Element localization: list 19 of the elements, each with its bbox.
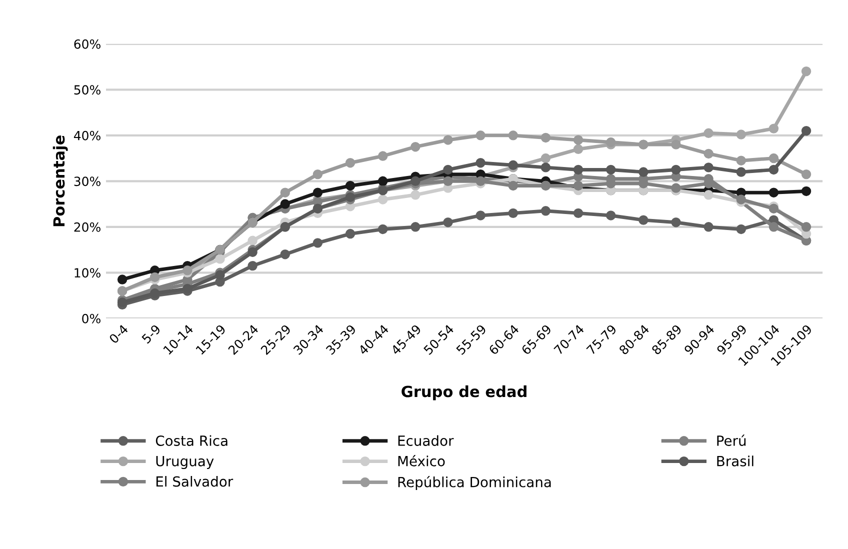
legend-label: México: [398, 455, 445, 466]
x-tick-label: 0-4: [108, 324, 129, 344]
y-axis-title: Porcentaje: [52, 136, 68, 226]
legend-label: República Dominicana: [398, 476, 551, 490]
y-tick-label: 10%: [74, 268, 100, 278]
legend-label: Perú: [717, 434, 746, 446]
legend-label: Ecuador: [398, 435, 454, 446]
x-tick-label: 5-9: [141, 324, 162, 344]
y-tick-label: 60%: [74, 39, 100, 49]
y-tick-label: 20%: [74, 222, 100, 232]
y-tick-label: 40%: [74, 130, 100, 140]
y-tick-label: 30%: [74, 176, 100, 186]
legend-label: Costa Rica: [156, 435, 228, 446]
legend-label: El Salvador: [156, 476, 234, 487]
legend-label: Brasil: [717, 456, 754, 466]
legend-label: Uruguay: [156, 456, 214, 470]
y-tick-label: 0%: [82, 314, 100, 324]
y-tick-label: 50%: [74, 85, 100, 95]
x-axis-title: Grupo de edad: [402, 385, 526, 400]
